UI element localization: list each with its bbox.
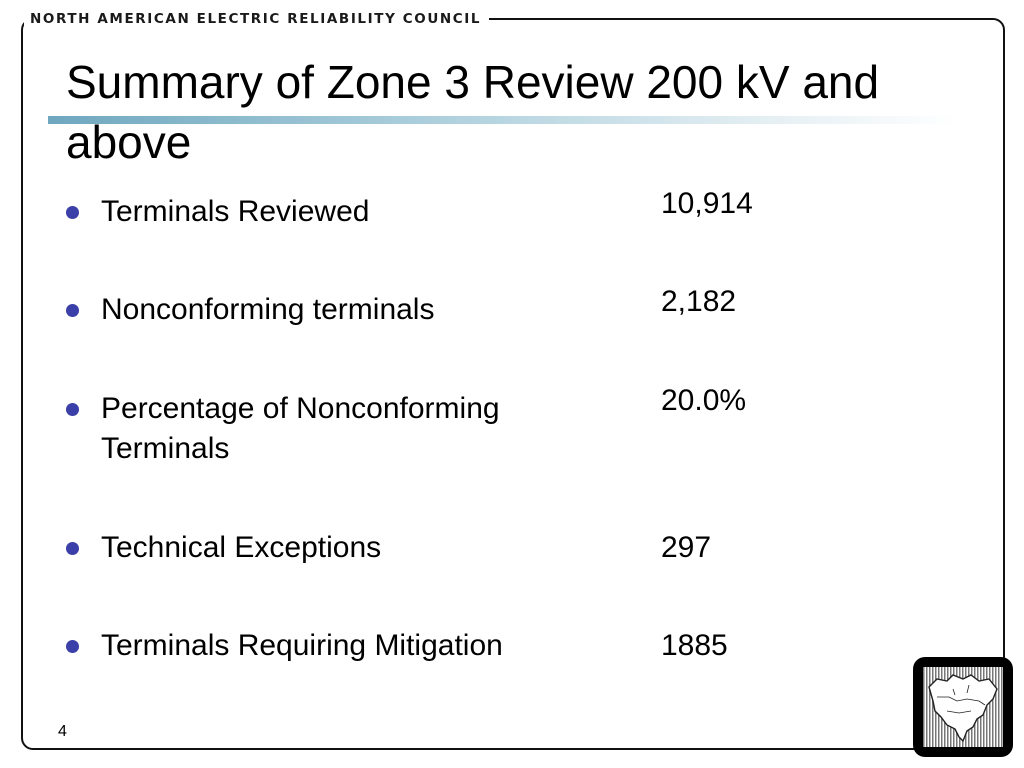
summary-item-terminals-requiring-mitigation: Terminals Requiring Mitigation 1885 bbox=[0, 0, 1024, 662]
summary-item-nonconforming-terminals: Nonconforming terminals 2,182 bbox=[0, 0, 1024, 326]
bullet-icon bbox=[66, 206, 79, 219]
nerc-logo bbox=[913, 657, 1013, 757]
title-accent-bar bbox=[48, 116, 958, 124]
summary-item-technical-exceptions: Technical Exceptions 297 bbox=[0, 0, 1024, 564]
page-number: 4 bbox=[58, 723, 67, 740]
north-america-map-icon bbox=[923, 667, 1003, 747]
bullet-icon bbox=[66, 640, 79, 653]
summary-value: 297 bbox=[661, 531, 712, 564]
summary-label: Percentage of Nonconforming Terminals bbox=[101, 392, 500, 465]
bullet-icon bbox=[66, 542, 79, 555]
summary-value: 10,914 bbox=[661, 187, 753, 220]
slide-frame bbox=[21, 18, 1005, 750]
summary-value: 2,182 bbox=[661, 285, 737, 318]
summary-value: 1885 bbox=[661, 629, 728, 662]
slide-title: Summary of Zone 3 Review 200 kV and abov… bbox=[66, 56, 880, 168]
bullet-icon bbox=[66, 304, 79, 317]
summary-label: Terminals Reviewed bbox=[101, 195, 370, 228]
bullet-icon bbox=[66, 403, 79, 416]
summary-label: Technical Exceptions bbox=[101, 531, 382, 564]
summary-value: 20.0% bbox=[661, 384, 747, 417]
summary-label: Nonconforming terminals bbox=[101, 293, 435, 326]
summary-label: Terminals Requiring Mitigation bbox=[101, 629, 503, 662]
summary-item-percentage-nonconforming: Percentage of Nonconforming Terminals 20… bbox=[0, 0, 1024, 465]
summary-item-terminals-reviewed: Terminals Reviewed 10,914 bbox=[0, 0, 1024, 228]
organization-header: NORTH AMERICAN ELECTRIC RELIABILITY COUN… bbox=[24, 9, 490, 29]
